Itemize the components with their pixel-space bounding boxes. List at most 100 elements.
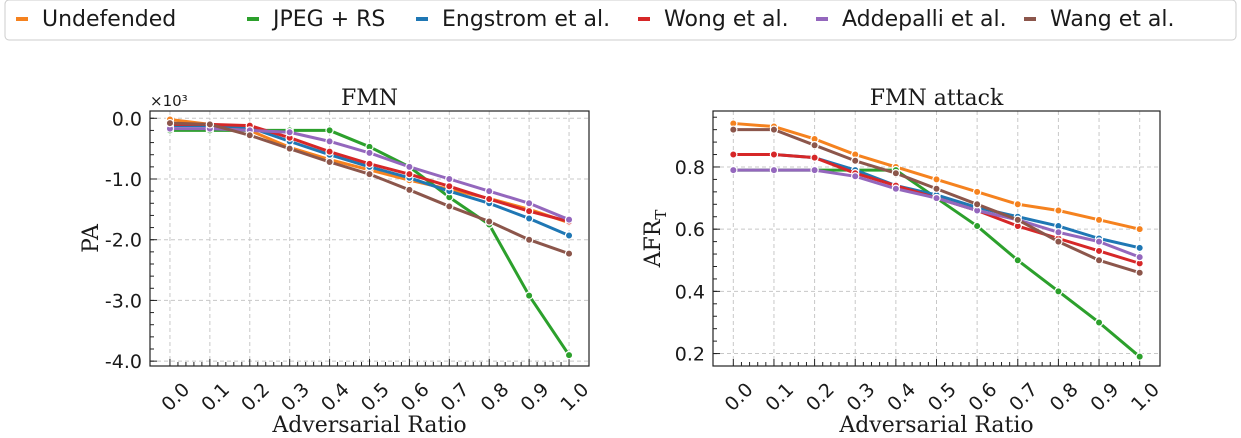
x-tick-label: 0.3 — [843, 379, 880, 416]
data-point — [445, 202, 454, 211]
chart-left: 0.0 0.1 0.2 0.3 0.4 0.5 0.6 0.7 0.8 0.9 1.00.0-1.0… — [79, 86, 593, 438]
x-tick-label: 0.6 — [964, 379, 1001, 416]
data-point — [1135, 268, 1144, 277]
data-point — [729, 150, 738, 159]
x-tick-label: 0.3 — [277, 379, 314, 416]
chart-right: 0.0 0.1 0.2 0.3 0.4 0.5 0.6 0.7 0.8 0.9 1.00.20.40… — [641, 86, 1164, 438]
legend-label: Addepalli et al. — [842, 7, 1007, 32]
x-tick-label: 0.8 — [477, 379, 514, 416]
data-point — [365, 169, 374, 179]
data-point — [1094, 215, 1104, 225]
data-point — [1054, 228, 1063, 237]
data-point — [564, 231, 574, 240]
x-tick-label: 0.5 — [924, 379, 961, 416]
data-point — [932, 175, 941, 184]
data-point — [851, 156, 860, 165]
x-tick-label: 0.5 — [357, 379, 394, 416]
data-point — [524, 235, 534, 244]
x-tick-label: 0.2 — [237, 379, 274, 416]
data-point — [891, 184, 901, 193]
data-point — [1135, 352, 1144, 361]
y-tick-label: 0.2 — [675, 344, 705, 366]
legend-frame — [4, 0, 1237, 41]
data-point — [564, 249, 574, 258]
x-tick-label: 0.4 — [317, 379, 354, 416]
y-tick-label: 0.8 — [675, 157, 705, 179]
x-tick-label: 0.0 — [157, 379, 194, 416]
data-point — [365, 148, 374, 158]
data-point — [1094, 246, 1104, 256]
data-point — [524, 206, 534, 216]
x-tick-label: 0.7 — [1005, 379, 1042, 416]
data-point — [445, 182, 454, 191]
data-point — [810, 153, 819, 162]
x-axis-label: Adversarial Ratio — [838, 413, 1033, 438]
data-point — [972, 200, 982, 209]
x-tick-label: 0.1 — [761, 379, 798, 416]
data-point — [769, 150, 779, 159]
data-point — [325, 147, 334, 156]
x-tick-label: 0.6 — [397, 379, 434, 416]
data-point — [1135, 224, 1144, 234]
data-point — [445, 174, 454, 184]
data-point — [1054, 237, 1063, 246]
legend-label: Undefended — [42, 7, 176, 32]
legend-label: Wong et al. — [664, 7, 789, 32]
y-axis-label-text: PA — [79, 223, 104, 253]
data-point — [729, 125, 738, 134]
data-point — [769, 125, 779, 134]
x-tick-label: 1.0 — [1127, 379, 1164, 416]
y-axis-label-subscript: T — [652, 210, 670, 220]
data-point — [1094, 237, 1104, 246]
legend: Undefended JPEG + RS Engstrom et al. Wong e… — [4, 0, 1237, 41]
data-point — [485, 186, 494, 196]
y-tick-label: -4.0 — [105, 351, 142, 373]
data-point — [285, 128, 294, 137]
data-point — [524, 291, 534, 300]
data-point — [810, 141, 819, 150]
data-point — [325, 126, 334, 135]
data-point — [1013, 200, 1022, 209]
data-point — [1013, 256, 1022, 265]
data-point — [972, 187, 982, 197]
x-tick-label: 0.0 — [721, 379, 758, 416]
y-tick-label: 0.6 — [675, 219, 705, 241]
chart-title: FMN attack — [870, 86, 1004, 111]
data-point — [1054, 287, 1063, 296]
data-point — [325, 157, 334, 167]
data-point — [564, 350, 574, 360]
y-tick-label: -1.0 — [105, 169, 142, 191]
x-tick-label: 0.7 — [437, 379, 474, 416]
y-tick-label: -3.0 — [105, 290, 142, 312]
data-point — [1135, 252, 1144, 262]
data-point — [365, 159, 374, 169]
data-point — [485, 217, 494, 226]
data-point — [405, 185, 414, 195]
legend-label: Wang et al. — [1050, 7, 1174, 32]
legend-label: JPEG + RS — [271, 7, 385, 32]
data-point — [1094, 256, 1104, 265]
data-point — [932, 193, 941, 203]
data-point — [810, 165, 819, 175]
y-multiplier-label: ×10³ — [150, 92, 188, 110]
data-point — [485, 194, 494, 204]
data-point — [1013, 215, 1022, 225]
data-point — [524, 199, 534, 208]
x-tick-label: 0.2 — [802, 379, 839, 416]
data-point — [1054, 206, 1063, 215]
y-axis-label-text: AFR — [641, 218, 666, 268]
x-tick-label: 0.4 — [883, 379, 920, 416]
data-point — [1135, 243, 1144, 253]
data-point — [285, 144, 294, 153]
data-point — [729, 165, 738, 175]
data-point — [405, 169, 414, 179]
x-tick-label: 0.8 — [1046, 379, 1083, 416]
data-point — [564, 215, 574, 224]
chart-title: FMN — [341, 86, 398, 111]
y-tick-label: 0.4 — [675, 281, 705, 303]
y-tick-label: -2.0 — [105, 230, 142, 252]
data-point — [851, 172, 860, 181]
data-point — [524, 214, 534, 223]
x-tick-label: 1.0 — [556, 379, 593, 416]
